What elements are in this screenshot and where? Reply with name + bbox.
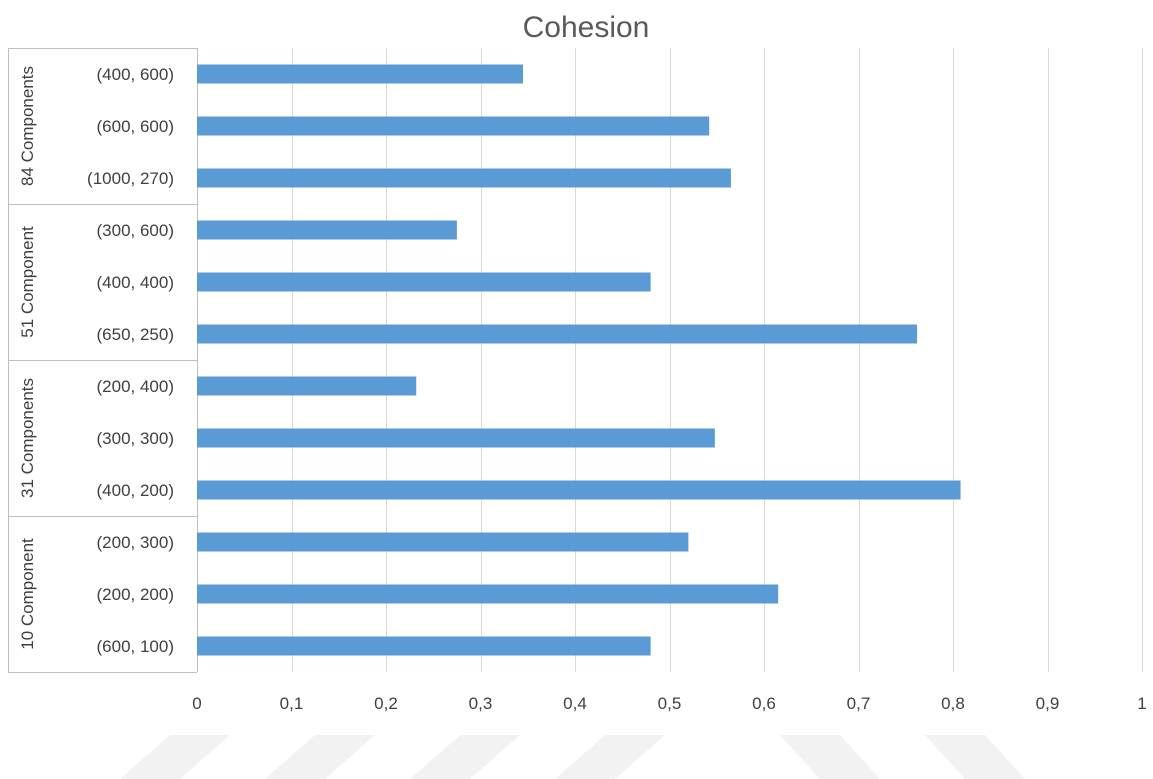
group-label: 10 Component [18, 538, 37, 650]
x-tick-label: 0,9 [1036, 694, 1060, 713]
x-axis-tick-labels: 0 0,1 0,2 0,3 0,4 0,5 0,6 0,7 0,8 0,9 1 [192, 694, 1146, 713]
group-labels: 84 Components 51 Component 31 Components 10… [18, 66, 37, 650]
watermark [120, 735, 1025, 779]
x-tick-label: 0,2 [374, 694, 398, 713]
x-tick-label: 0 [192, 694, 201, 713]
category-label: (200, 400) [97, 377, 175, 396]
bar [197, 376, 417, 396]
bar [197, 168, 731, 188]
category-label: (400, 600) [97, 65, 175, 84]
category-label: (300, 300) [97, 429, 175, 448]
x-tick-label: 1 [1137, 694, 1146, 713]
bar [197, 272, 651, 292]
bar [197, 324, 918, 344]
group-label: 31 Components [18, 378, 37, 498]
category-label: (650, 250) [97, 325, 175, 344]
category-labels: (400, 600) (600, 600) (1000, 270) (300, 600… [87, 65, 174, 656]
category-label: (400, 400) [97, 273, 175, 292]
category-label: (200, 300) [97, 533, 175, 552]
bar [197, 220, 457, 240]
bar [197, 532, 689, 552]
group-label: 51 Component [18, 226, 37, 338]
bars [197, 64, 961, 656]
bar [197, 64, 524, 84]
category-label: (1000, 270) [87, 169, 174, 188]
category-label: (400, 200) [97, 481, 175, 500]
x-tick-label: 0,6 [752, 694, 776, 713]
x-tick-label: 0,5 [658, 694, 682, 713]
category-label: (300, 600) [97, 221, 175, 240]
bar [197, 636, 651, 656]
x-tick-label: 0,3 [469, 694, 493, 713]
x-tick-label: 0,4 [563, 694, 587, 713]
category-label: (600, 100) [97, 637, 175, 656]
bar [197, 428, 715, 448]
chart-title: Cohesion [523, 11, 650, 44]
bar [197, 584, 779, 604]
gridlines [292, 48, 1143, 672]
bar [197, 116, 710, 136]
category-label: (200, 200) [97, 585, 175, 604]
x-tick-label: 0,7 [847, 694, 871, 713]
category-label: (600, 600) [97, 117, 175, 136]
x-tick-label: 0,1 [280, 694, 304, 713]
x-tick-label: 0,8 [941, 694, 965, 713]
category-axis-frame [8, 48, 198, 673]
group-label: 84 Components [18, 66, 37, 186]
bar [197, 480, 961, 500]
